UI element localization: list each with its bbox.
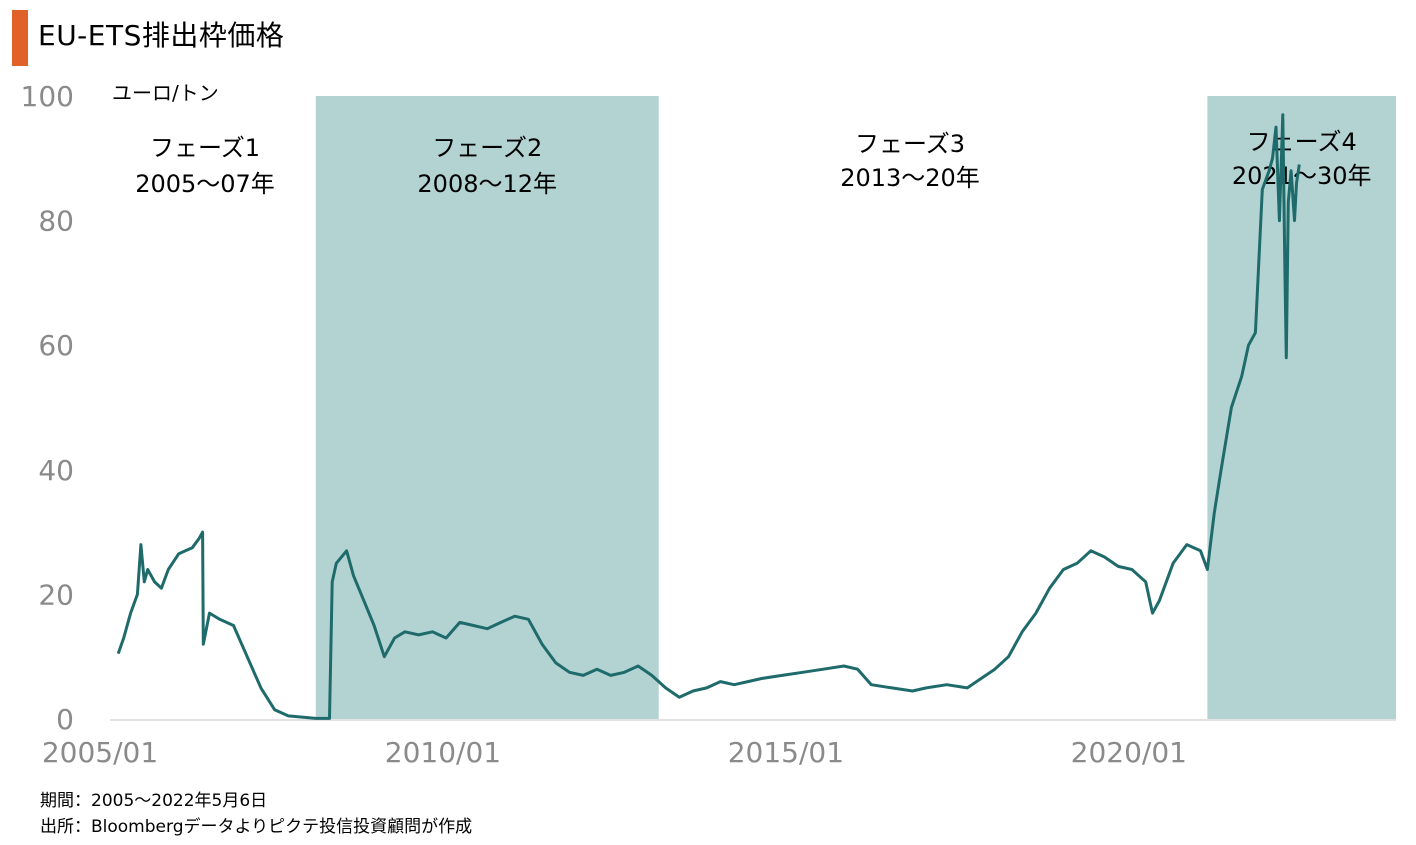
phase-name-label: フェーズ3 — [855, 130, 965, 158]
phase-period-label: 2008～12年 — [417, 170, 557, 198]
y-tick-label: 20 — [38, 578, 74, 611]
phase-name-label: フェーズ4 — [1247, 128, 1357, 156]
x-tick-label: 2015/01 — [728, 736, 844, 769]
phase-period-label: 2005～07年 — [135, 170, 275, 198]
y-tick-label: 60 — [38, 329, 74, 362]
x-tick-label: 2010/01 — [385, 736, 501, 769]
footer-period: 期間：2005～2022年5月6日 — [40, 791, 268, 811]
phase-period-label: 2021～30年 — [1232, 162, 1372, 190]
y-tick-label: 80 — [38, 205, 74, 238]
phase-band — [1207, 96, 1396, 719]
footer-source: 出所：Bloombergデータよりピクテ投信投資顧問が作成 — [40, 817, 473, 837]
chart-title: EU-ETS排出枠価格 — [38, 19, 285, 52]
x-tick-label: 2020/01 — [1071, 736, 1187, 769]
y-tick-label: 100 — [21, 80, 74, 113]
x-tick-label: 2005/01 — [42, 736, 158, 769]
title-accent-bar — [12, 10, 28, 66]
phase-period-label: 2013～20年 — [840, 164, 980, 192]
price-line — [116, 113, 1301, 720]
y-tick-label: 0 — [56, 703, 74, 736]
y-axis-unit-label: ユーロ/トン — [112, 81, 219, 105]
phase-band — [315, 96, 659, 719]
y-tick-label: 40 — [38, 454, 74, 487]
phase-name-label: フェーズ1 — [150, 134, 260, 162]
phase-name-label: フェーズ2 — [432, 134, 542, 162]
